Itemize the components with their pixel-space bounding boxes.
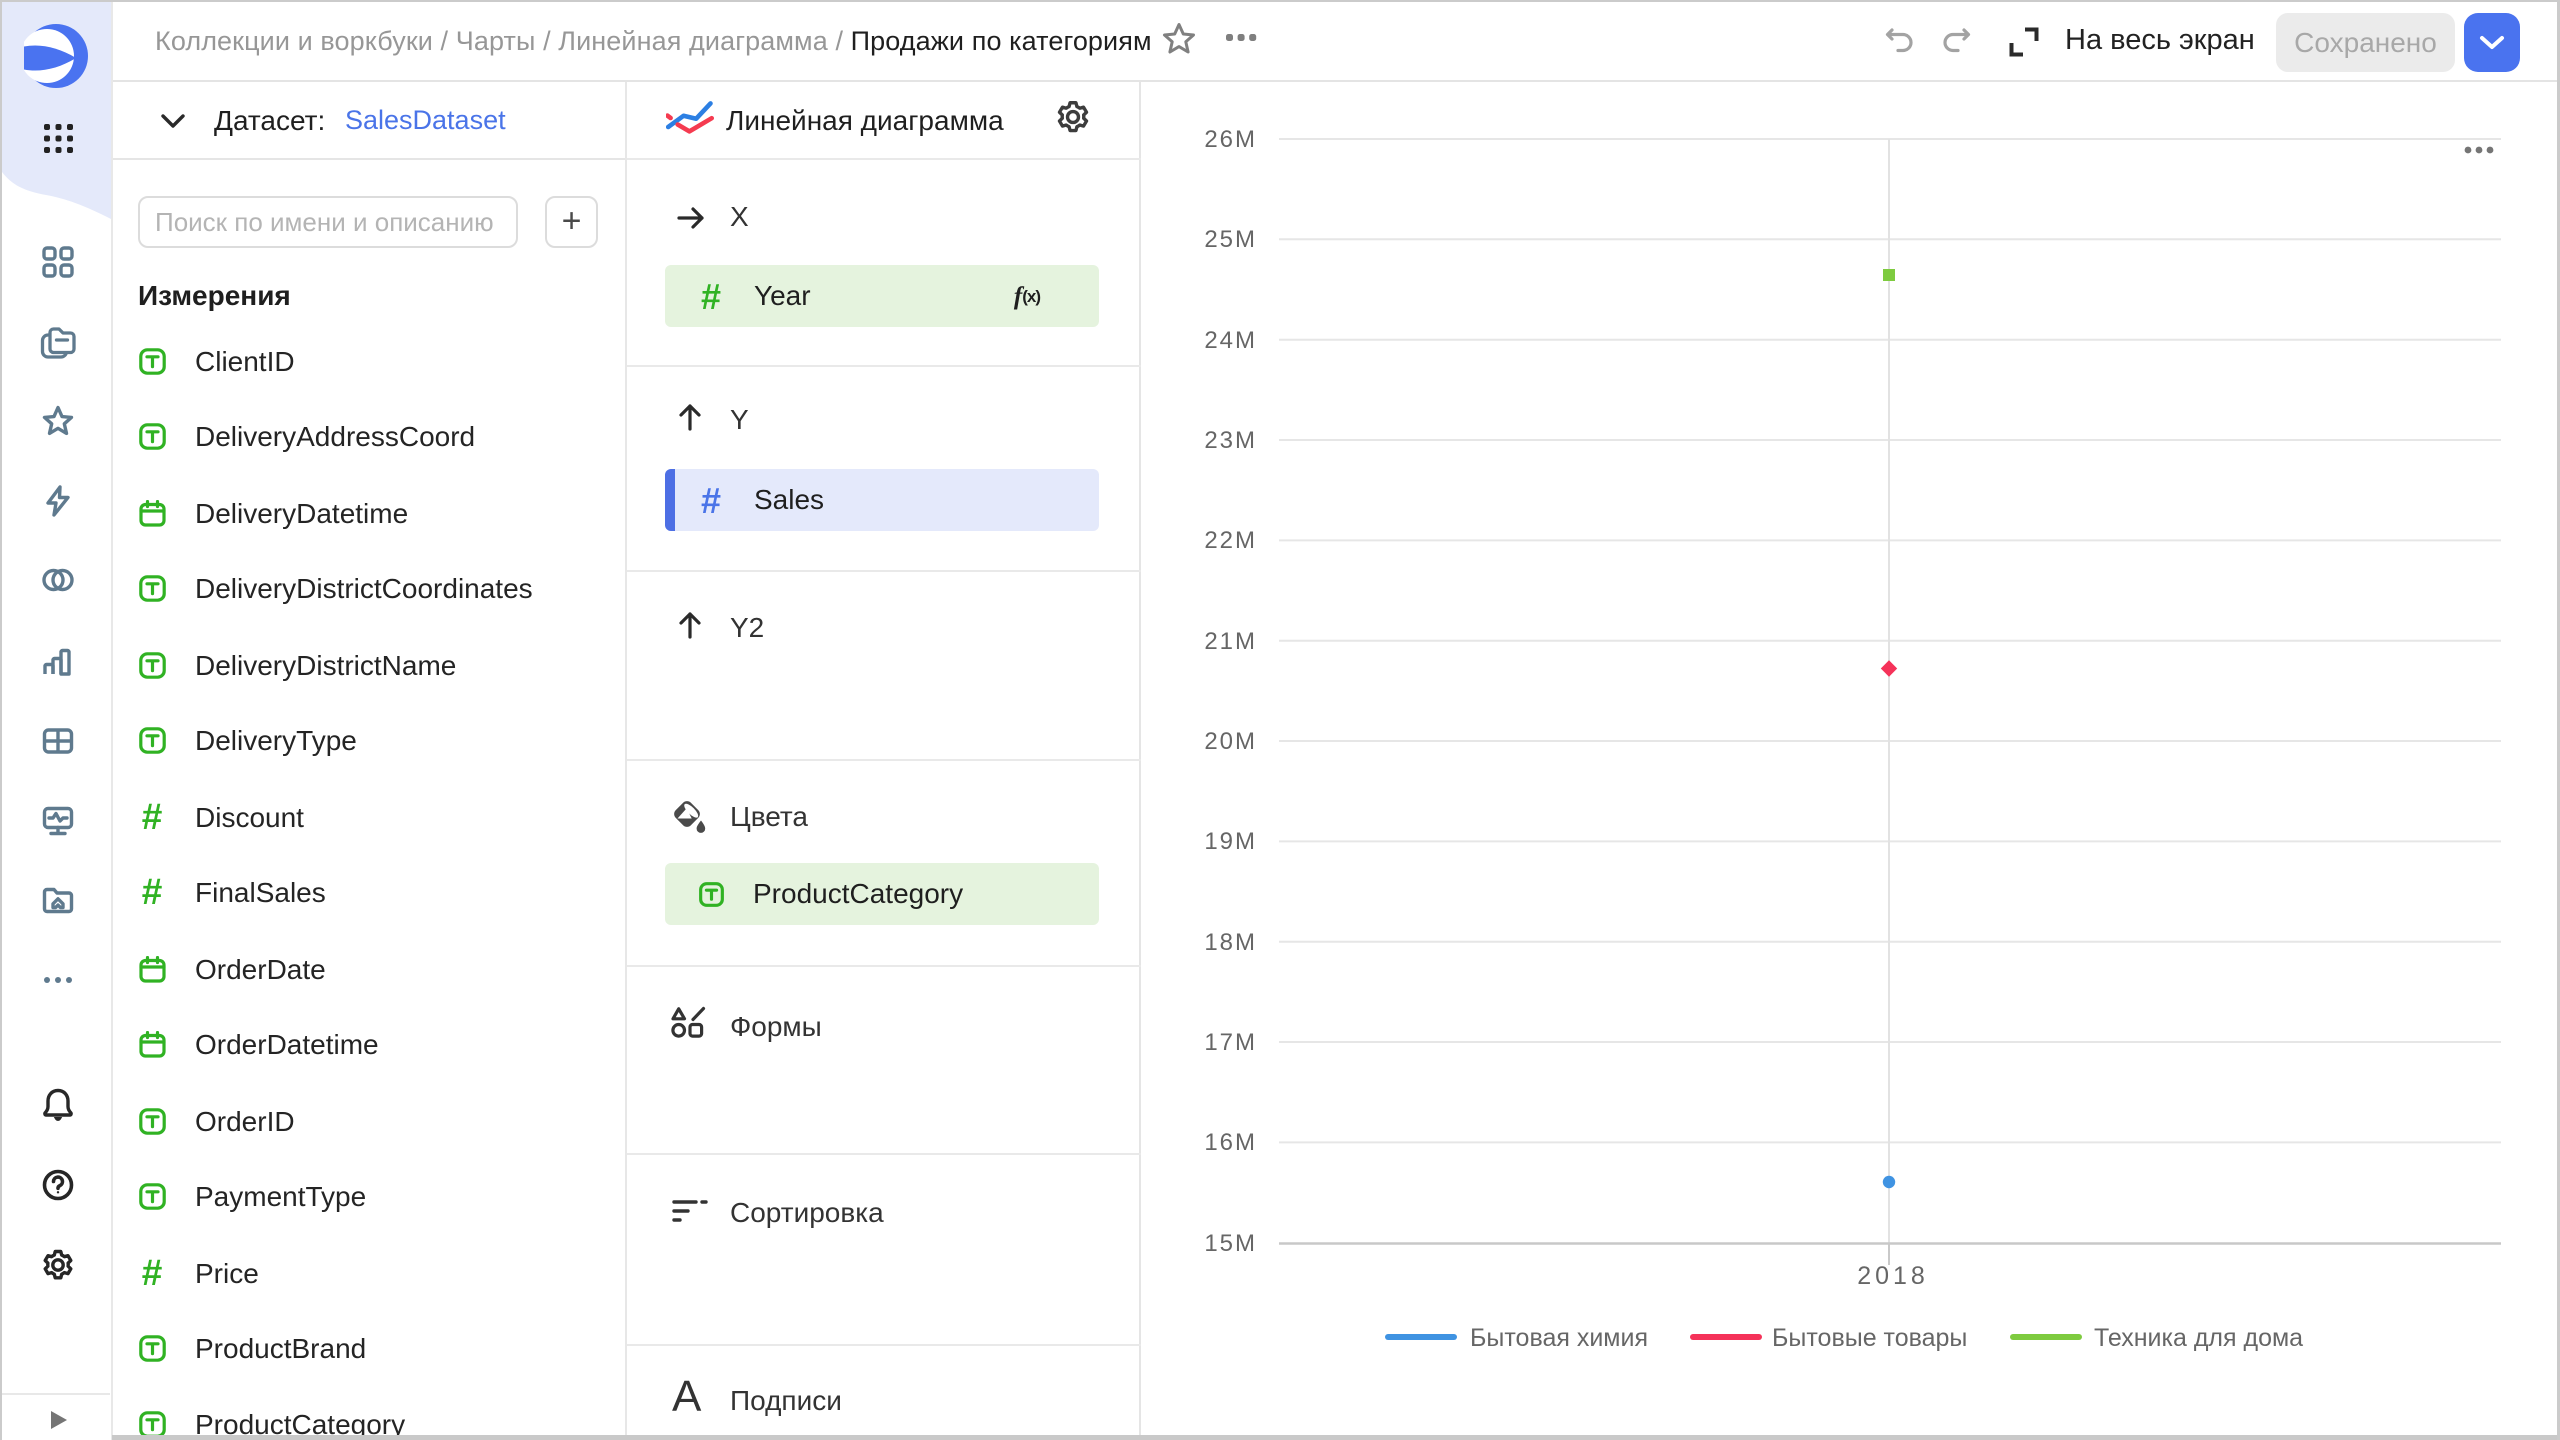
svg-text:16M: 16M — [1204, 1129, 1257, 1156]
svg-text:Техника для дома: Техника для дома — [2094, 1324, 2303, 1352]
svg-text:18M: 18M — [1204, 929, 1257, 956]
svg-text:17M: 17M — [1204, 1029, 1257, 1056]
svg-text:15M: 15M — [1204, 1230, 1257, 1257]
svg-text:19M: 19M — [1204, 828, 1257, 855]
svg-text:24M: 24M — [1204, 327, 1257, 354]
svg-text:23M: 23M — [1204, 427, 1257, 454]
svg-text:26M: 26M — [1204, 126, 1257, 153]
svg-text:21M: 21M — [1204, 628, 1257, 655]
svg-text:Бытовые товары: Бытовые товары — [1772, 1324, 1967, 1352]
svg-text:22M: 22M — [1204, 527, 1257, 554]
svg-text:20M: 20M — [1204, 728, 1257, 755]
svg-text:2018: 2018 — [1857, 1262, 1929, 1290]
svg-text:25M: 25M — [1204, 226, 1257, 253]
svg-text:Бытовая химия: Бытовая химия — [1470, 1324, 1648, 1352]
